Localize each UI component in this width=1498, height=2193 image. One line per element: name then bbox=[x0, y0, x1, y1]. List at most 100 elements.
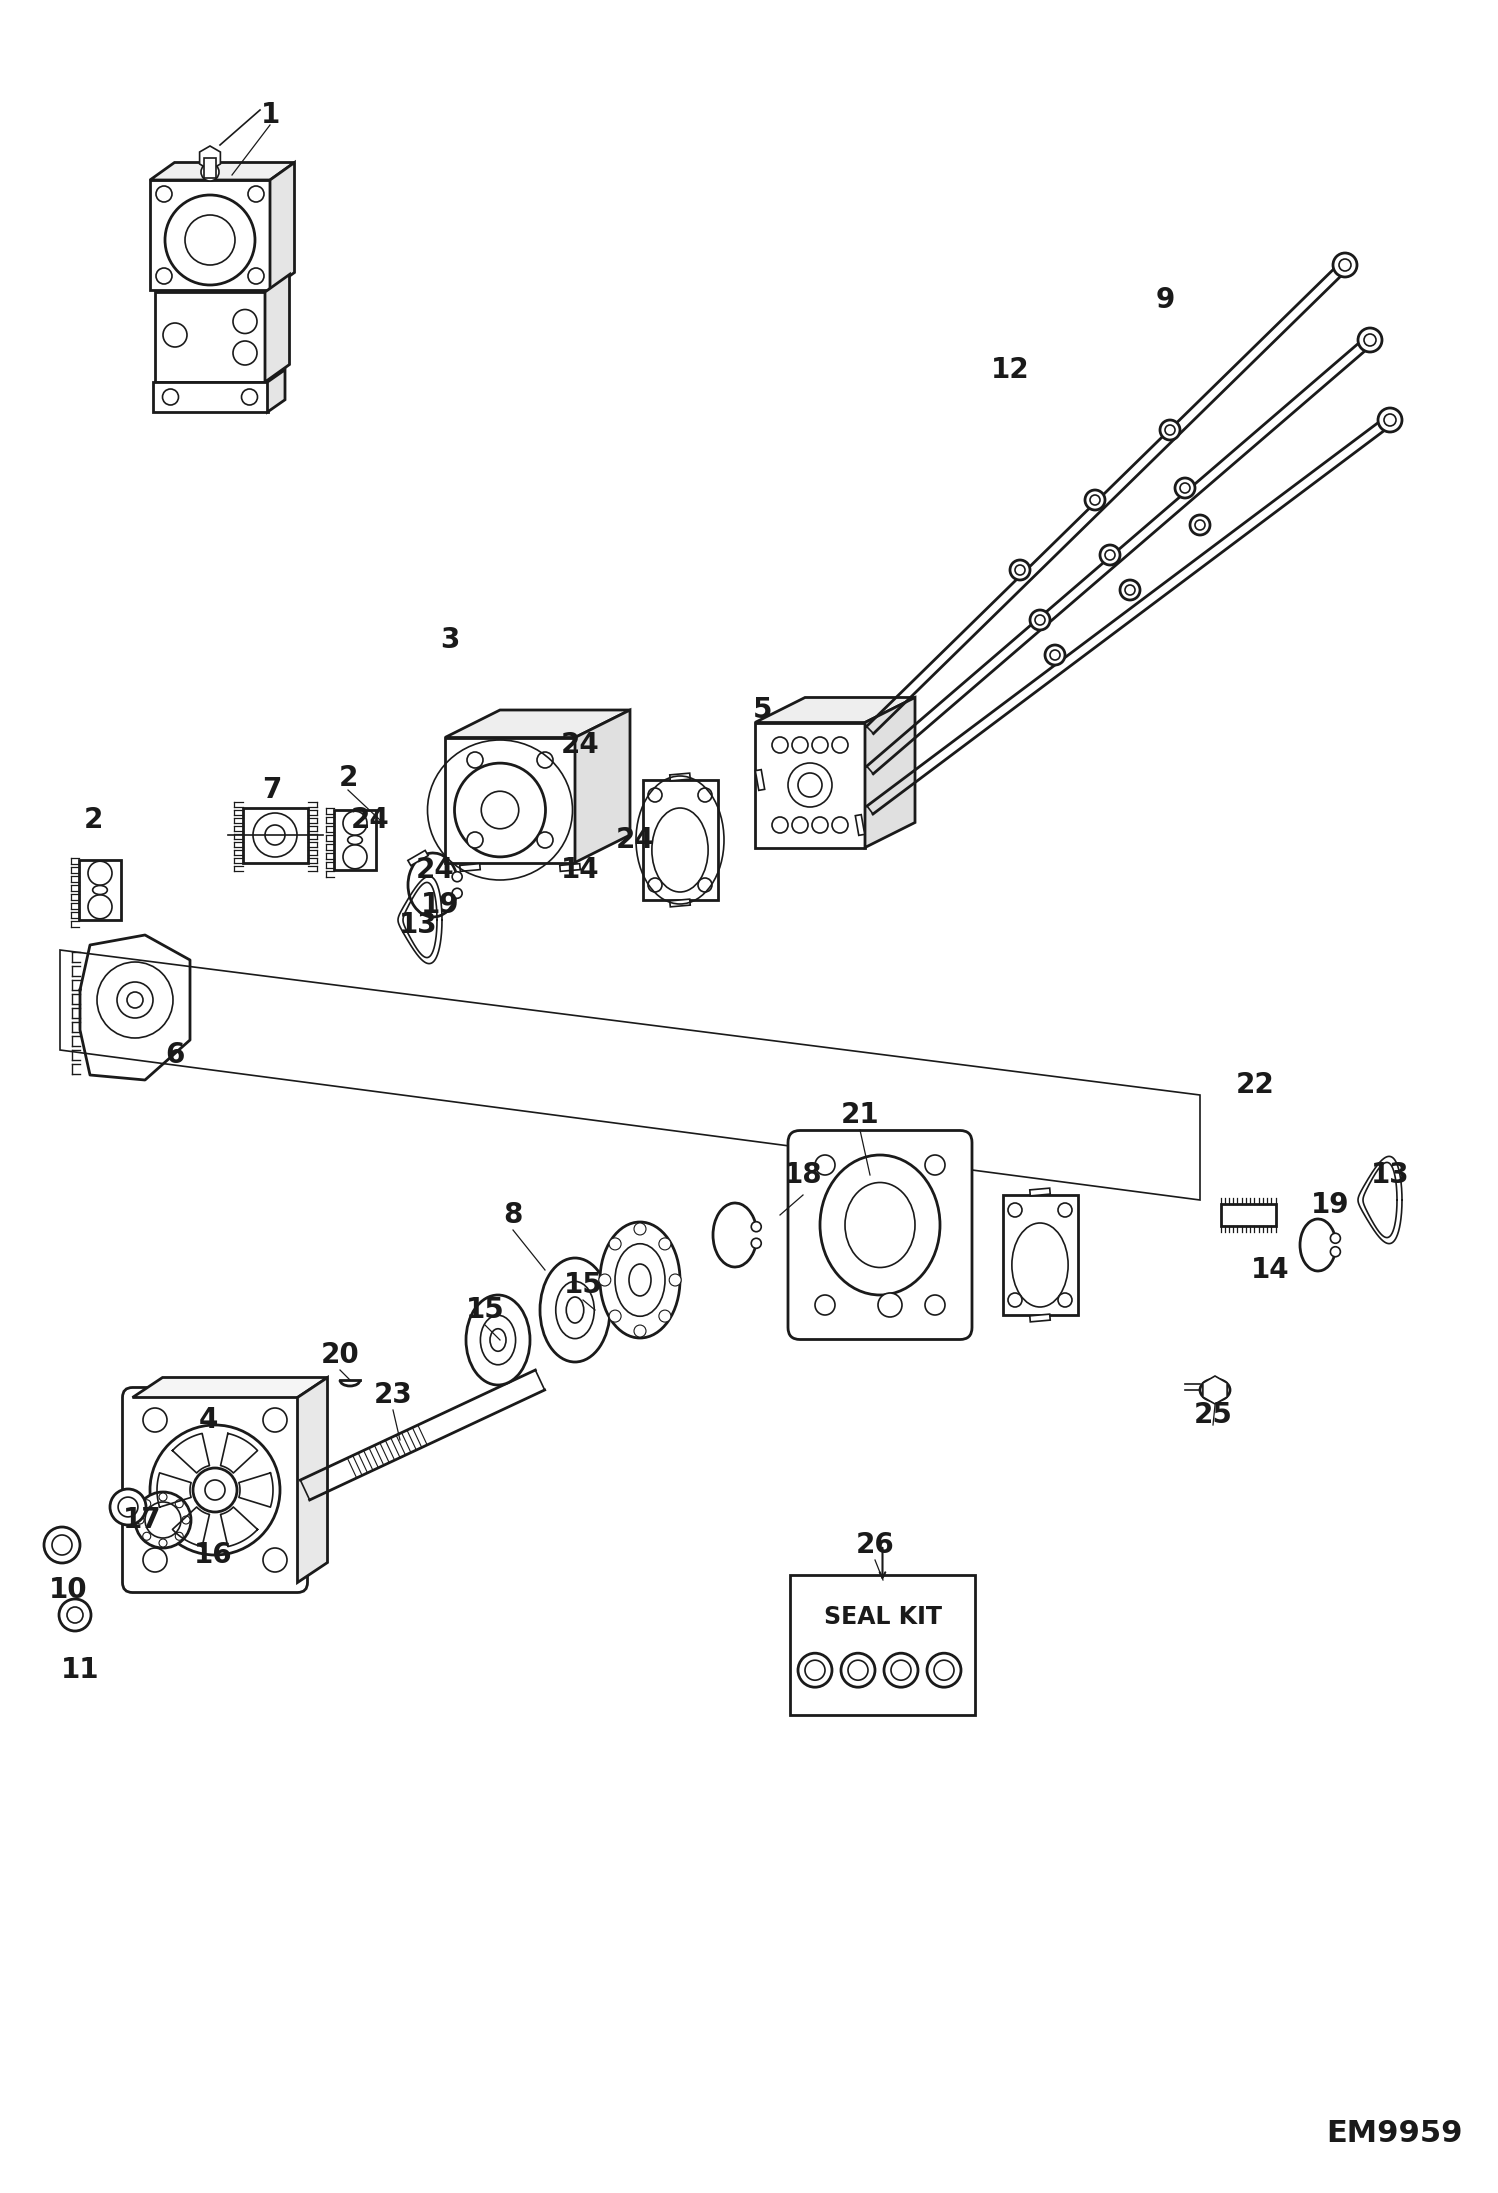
Circle shape bbox=[58, 1599, 91, 1632]
Text: EM9959: EM9959 bbox=[1327, 2118, 1464, 2147]
Text: 15: 15 bbox=[466, 1296, 505, 1325]
Ellipse shape bbox=[1200, 1379, 1230, 1401]
Circle shape bbox=[771, 818, 788, 833]
Circle shape bbox=[1100, 546, 1121, 566]
Circle shape bbox=[1010, 559, 1031, 579]
Text: 14: 14 bbox=[560, 855, 599, 884]
Polygon shape bbox=[60, 950, 1200, 1200]
Circle shape bbox=[467, 831, 482, 849]
Text: 24: 24 bbox=[351, 807, 389, 833]
Text: 24: 24 bbox=[415, 855, 454, 884]
Circle shape bbox=[815, 1296, 834, 1316]
Circle shape bbox=[634, 1224, 646, 1235]
Circle shape bbox=[1195, 520, 1204, 531]
Polygon shape bbox=[150, 162, 295, 180]
Text: 18: 18 bbox=[783, 1160, 822, 1189]
Polygon shape bbox=[298, 1377, 328, 1583]
Circle shape bbox=[117, 982, 153, 1018]
Ellipse shape bbox=[454, 763, 545, 857]
Polygon shape bbox=[445, 737, 575, 862]
Circle shape bbox=[698, 787, 712, 803]
Circle shape bbox=[788, 763, 831, 807]
Text: 9: 9 bbox=[1155, 285, 1174, 314]
Circle shape bbox=[848, 1660, 867, 1680]
Circle shape bbox=[1058, 1294, 1073, 1307]
Circle shape bbox=[933, 1660, 954, 1680]
Circle shape bbox=[264, 1548, 288, 1572]
Circle shape bbox=[1365, 333, 1377, 346]
Polygon shape bbox=[265, 274, 289, 382]
Circle shape bbox=[142, 1408, 166, 1432]
Polygon shape bbox=[132, 1377, 328, 1397]
Circle shape bbox=[1359, 329, 1383, 353]
Circle shape bbox=[649, 877, 662, 893]
Circle shape bbox=[467, 752, 482, 768]
Ellipse shape bbox=[1011, 1224, 1068, 1307]
Circle shape bbox=[698, 877, 712, 893]
Text: 3: 3 bbox=[440, 625, 460, 654]
Circle shape bbox=[1207, 1382, 1222, 1397]
Polygon shape bbox=[150, 180, 270, 289]
Text: 11: 11 bbox=[61, 1656, 99, 1684]
Polygon shape bbox=[670, 774, 691, 781]
Circle shape bbox=[201, 162, 219, 182]
Circle shape bbox=[249, 186, 264, 202]
Text: 10: 10 bbox=[49, 1577, 87, 1603]
Polygon shape bbox=[154, 292, 265, 382]
Circle shape bbox=[1180, 482, 1189, 493]
Ellipse shape bbox=[819, 1156, 941, 1296]
Circle shape bbox=[181, 1515, 190, 1524]
Polygon shape bbox=[445, 711, 631, 737]
Circle shape bbox=[156, 268, 172, 285]
Circle shape bbox=[150, 1425, 280, 1555]
Circle shape bbox=[659, 1237, 671, 1250]
Circle shape bbox=[118, 1498, 138, 1518]
Text: 2: 2 bbox=[339, 763, 358, 792]
Circle shape bbox=[1008, 1204, 1022, 1217]
Circle shape bbox=[812, 818, 828, 833]
Ellipse shape bbox=[481, 1316, 515, 1364]
Polygon shape bbox=[670, 899, 691, 908]
Circle shape bbox=[1378, 408, 1402, 432]
Polygon shape bbox=[1029, 1189, 1050, 1195]
Circle shape bbox=[804, 1660, 825, 1680]
Circle shape bbox=[343, 844, 367, 868]
Circle shape bbox=[135, 1491, 192, 1548]
Bar bbox=[789, 1575, 975, 1715]
Text: 7: 7 bbox=[262, 776, 282, 805]
Polygon shape bbox=[755, 697, 915, 721]
Circle shape bbox=[265, 825, 285, 844]
Circle shape bbox=[452, 873, 463, 882]
Polygon shape bbox=[575, 711, 631, 862]
Circle shape bbox=[792, 818, 807, 833]
Circle shape bbox=[1050, 649, 1061, 660]
Polygon shape bbox=[243, 807, 307, 862]
Circle shape bbox=[343, 811, 367, 836]
Ellipse shape bbox=[93, 886, 108, 895]
Polygon shape bbox=[270, 162, 295, 289]
Circle shape bbox=[1008, 1294, 1022, 1307]
Circle shape bbox=[792, 737, 807, 752]
Circle shape bbox=[927, 1654, 962, 1686]
Ellipse shape bbox=[348, 836, 363, 844]
Text: 19: 19 bbox=[421, 890, 460, 919]
Text: 1: 1 bbox=[261, 101, 280, 129]
Circle shape bbox=[175, 1533, 183, 1539]
Circle shape bbox=[159, 1493, 166, 1500]
Ellipse shape bbox=[466, 1296, 530, 1386]
Text: 24: 24 bbox=[560, 730, 599, 759]
Circle shape bbox=[831, 737, 848, 752]
Ellipse shape bbox=[490, 1329, 506, 1351]
Ellipse shape bbox=[566, 1296, 584, 1322]
FancyBboxPatch shape bbox=[123, 1388, 307, 1592]
Circle shape bbox=[264, 1408, 288, 1432]
Circle shape bbox=[97, 963, 172, 1037]
Circle shape bbox=[536, 831, 553, 849]
Text: 21: 21 bbox=[840, 1101, 879, 1129]
Text: 19: 19 bbox=[1311, 1191, 1350, 1219]
Circle shape bbox=[145, 1502, 181, 1537]
Circle shape bbox=[878, 1294, 902, 1318]
Text: 20: 20 bbox=[321, 1340, 360, 1368]
Circle shape bbox=[1333, 252, 1357, 276]
Circle shape bbox=[752, 1222, 761, 1232]
